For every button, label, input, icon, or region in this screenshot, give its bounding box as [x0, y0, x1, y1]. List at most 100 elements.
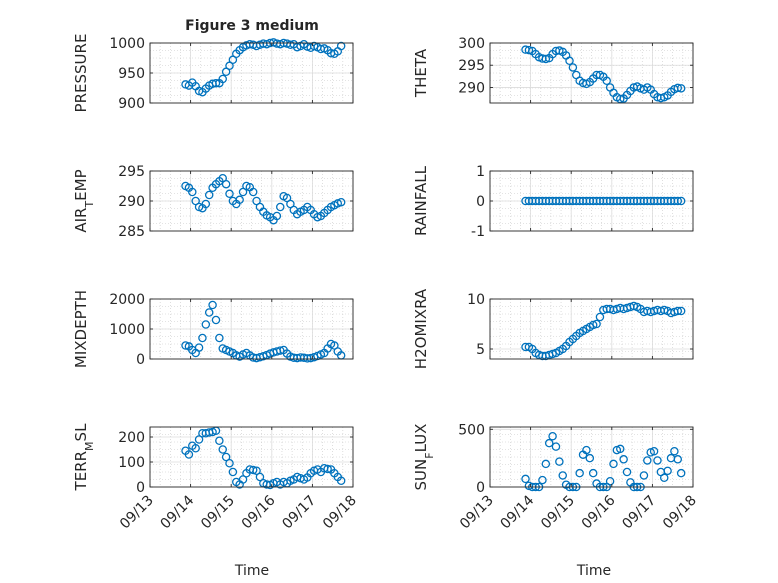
axes-box	[489, 42, 694, 104]
data-point	[225, 189, 234, 199]
data-point	[188, 187, 197, 197]
chart-panel-right-2: -1 0 1 RAINFALL	[412, 164, 694, 240]
data-point	[609, 459, 618, 469]
data-point	[588, 468, 598, 478]
data-point	[521, 474, 530, 484]
data-point	[663, 466, 672, 476]
y-axis-label: H2OMIXRA	[412, 288, 430, 369]
y-tick-label: 100	[118, 455, 145, 471]
data-point	[558, 471, 567, 480]
y-axis-label: MIXDEPTH	[72, 290, 90, 368]
data-point	[659, 305, 669, 315]
data-point	[211, 315, 221, 325]
data-point	[592, 319, 601, 329]
y-tick-label: 5	[476, 342, 485, 358]
y-tick-label: 200	[118, 430, 145, 446]
data-point	[616, 444, 625, 454]
data-point	[272, 211, 282, 221]
data-point	[204, 190, 214, 200]
data-point	[198, 333, 207, 343]
data-point	[541, 459, 551, 469]
grid	[489, 170, 694, 232]
chart-panel-left-4: 0 100 200 09/13 09/14 09/15 09/16 09/17 09/18 TER…	[72, 423, 360, 532]
data-point	[221, 452, 231, 462]
data-point	[629, 301, 639, 311]
data-point	[649, 446, 659, 456]
series-markers	[181, 426, 346, 490]
chart-panel-right-4: 0 500 09/13 09/14 09/15 09/16 09/17 09/18 SUNFLU…	[412, 422, 700, 532]
data-point	[653, 456, 662, 465]
data-point	[676, 84, 686, 93]
data-point	[602, 76, 611, 86]
x-tick-label: 09/16	[239, 492, 279, 532]
data-point	[595, 312, 605, 322]
data-point	[221, 179, 231, 189]
series-markers	[521, 196, 686, 206]
y-tick-label: 1000	[109, 322, 145, 338]
data-point	[585, 453, 595, 463]
data-point	[676, 196, 686, 206]
data-point	[336, 476, 346, 485]
data-point	[255, 472, 265, 482]
data-point	[191, 443, 200, 453]
data-point	[548, 349, 557, 359]
data-point	[670, 446, 679, 456]
y-tick-label: 300	[458, 36, 485, 52]
data-point	[276, 202, 285, 212]
data-point	[181, 341, 190, 350]
data-point	[248, 187, 258, 197]
x-tick-label: 09/18	[320, 493, 360, 533]
data-point	[673, 306, 683, 316]
series-markers	[181, 173, 346, 225]
data-point	[218, 445, 227, 454]
data-point	[605, 476, 615, 486]
data-point	[659, 473, 669, 483]
y-axis-label: SUNFLUX	[412, 424, 436, 491]
data-point	[276, 346, 285, 355]
chart-panel-right-1: 290 295 300 THETA	[412, 36, 694, 104]
data-point	[215, 436, 224, 445]
y-tick-label: 500	[458, 422, 485, 438]
x-tick-label: 09/16	[579, 492, 619, 532]
x-tick-label: 09/18	[660, 493, 700, 533]
y-tick-label: 950	[118, 66, 145, 82]
data-point	[336, 197, 346, 207]
data-point	[201, 320, 211, 329]
data-point	[588, 320, 598, 330]
data-point	[238, 475, 248, 484]
y-tick-label: 0	[476, 480, 485, 496]
x-tick-label: 09/15	[198, 493, 238, 533]
chart-panel-left-3: 0 1000 2000 MIXDEPTH	[72, 290, 354, 368]
series-markers	[181, 300, 346, 363]
data-point	[673, 196, 683, 206]
y-tick-label: 295	[458, 58, 485, 74]
data-point	[204, 308, 214, 317]
axes-box	[149, 426, 354, 488]
data-point	[643, 456, 652, 465]
grid	[149, 427, 354, 488]
data-point	[194, 435, 204, 444]
y-tick-label: 10	[467, 292, 485, 308]
data-point	[676, 468, 686, 478]
x-tick-label: 09/17	[279, 493, 319, 533]
data-point	[201, 199, 211, 209]
data-point	[541, 54, 551, 64]
series-markers	[521, 45, 686, 104]
data-point	[225, 458, 234, 468]
data-point	[619, 455, 628, 464]
y-tick-label: 285	[118, 224, 145, 240]
data-point	[622, 467, 632, 477]
data-point	[228, 467, 238, 477]
y-tick-label: 1000	[109, 36, 145, 52]
y-tick-label: 2000	[109, 292, 145, 308]
data-point	[184, 450, 194, 459]
x-tick-label: 09/15	[538, 493, 578, 533]
chart-panel-left-1: 900 950 1000 PRESSURE	[72, 34, 354, 112]
y-tick-label: 900	[118, 96, 145, 112]
y-axis-label: TERRMSL	[72, 423, 96, 492]
x-axis-label-left: Time	[234, 563, 269, 579]
data-point	[639, 471, 649, 480]
chart-panel-left-2: 285 290 295 AIRTEMP	[72, 164, 354, 240]
y-axis-label: AIRTEMP	[72, 169, 96, 232]
data-point	[248, 465, 258, 475]
